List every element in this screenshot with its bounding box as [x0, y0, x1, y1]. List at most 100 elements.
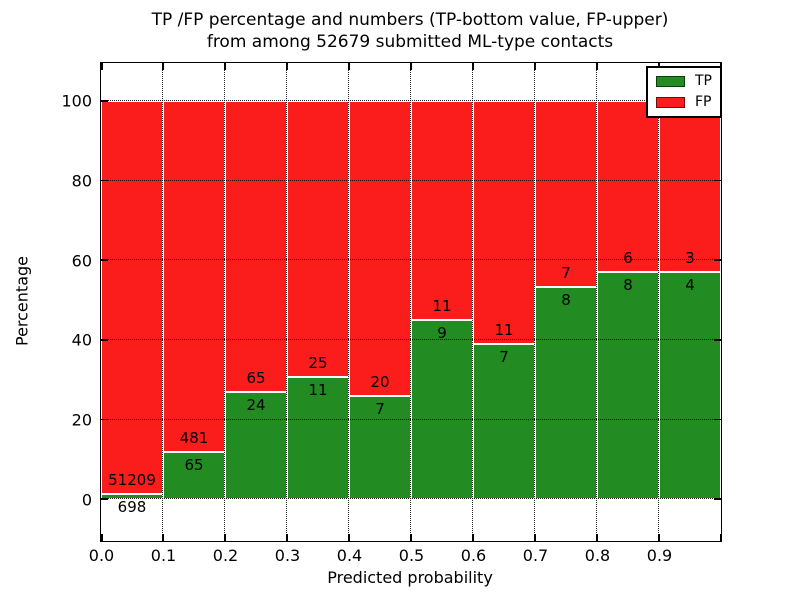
- x-tick-label: 0.9: [646, 546, 673, 565]
- tp-count-label: 7: [375, 399, 385, 418]
- x-tick-mark: [719, 534, 721, 541]
- x-tick-mark: [162, 534, 164, 541]
- tp-count-label: 9: [437, 323, 447, 342]
- bar-tp-segment: [473, 344, 535, 500]
- x-axis-label: Predicted probability: [327, 568, 493, 587]
- fp-count-label: 11: [432, 296, 452, 315]
- y-tick-label: 40: [71, 330, 92, 350]
- grid-vline: [162, 63, 164, 541]
- tp-count-label: 7: [499, 348, 509, 367]
- x-tick-mark: [534, 63, 536, 70]
- grid-hline: [101, 179, 721, 181]
- bar-tp-segment: [535, 286, 597, 500]
- y-tick-mark: [101, 498, 108, 500]
- bar-fp-segment: [659, 100, 721, 272]
- grid-vline: [658, 63, 660, 541]
- x-tick-mark: [472, 534, 474, 541]
- legend-label-tp: TP: [695, 73, 712, 89]
- legend-entry-fp: FP: [656, 95, 712, 110]
- plot-area: 51209 698 481 65 65 24 25 11 20 7 11 9 11 7 7 8 6 8 3 4: [100, 62, 722, 542]
- grid-vline: [224, 63, 226, 541]
- x-tick-label: 0.3: [274, 546, 301, 565]
- fp-count-label: 7: [561, 263, 571, 282]
- x-tick-mark: [534, 534, 536, 541]
- fp-count-label: 65: [246, 368, 266, 387]
- y-tick-mark: [714, 179, 721, 182]
- grid-vline: [286, 63, 288, 541]
- bar-fp-segment: [535, 100, 597, 287]
- x-tick-mark: [596, 63, 598, 70]
- grid-hline: [101, 418, 721, 420]
- bar-fp-segment: [597, 100, 659, 272]
- tp-count-label: 11: [308, 381, 328, 400]
- y-tick-label: 20: [71, 410, 92, 430]
- x-tick-mark: [410, 534, 412, 541]
- legend: TP FP: [646, 66, 722, 118]
- x-tick-mark: [410, 63, 412, 70]
- tp-count-label: 4: [685, 275, 695, 294]
- grid-hline: [101, 100, 721, 102]
- x-tick-label: 0.4: [336, 546, 363, 565]
- bar-fp-segment: [101, 100, 163, 494]
- grid-vline: [410, 63, 412, 541]
- bar-fp-segment: [225, 100, 287, 392]
- y-tick-mark: [101, 339, 108, 341]
- bar-tp-segment: [411, 319, 473, 500]
- x-tick-mark: [348, 63, 350, 70]
- tp-color-patch: [656, 76, 685, 87]
- tp-count-label: 8: [561, 290, 571, 309]
- bar-fp-segment: [411, 100, 473, 320]
- chart-title: TP /FP percentage and numbers (TP-bottom…: [100, 9, 720, 53]
- y-tick-label: 60: [71, 251, 92, 271]
- grid-vline: [472, 63, 474, 541]
- x-tick-mark: [596, 534, 598, 541]
- x-tick-mark: [224, 534, 226, 541]
- tp-count-label: 8: [623, 275, 633, 294]
- bar-fp-segment: [473, 100, 535, 345]
- fp-count-label: 481: [179, 428, 209, 447]
- fp-count-label: 25: [308, 354, 328, 373]
- bar-fp-segment: [163, 100, 225, 452]
- y-tick-mark: [101, 100, 108, 102]
- x-tick-mark: [472, 63, 474, 70]
- y-tick-label: 100: [61, 91, 92, 111]
- x-tick-mark: [286, 534, 288, 541]
- x-tick-mark: [348, 534, 350, 541]
- x-tick-label: 0.0: [88, 546, 115, 565]
- grid-vline: [534, 63, 536, 541]
- grid-hline: [101, 339, 721, 341]
- x-tick-mark: [658, 534, 660, 541]
- legend-label-fp: FP: [695, 94, 712, 110]
- x-tick-label: 0.2: [212, 546, 239, 565]
- tp-count-label: 698: [117, 497, 147, 516]
- y-tick-mark: [101, 179, 108, 182]
- bar-fp-segment: [349, 100, 411, 396]
- fp-count-label: 51209: [108, 470, 156, 489]
- tp-count-label: 65: [184, 455, 204, 474]
- chart-title-line2: from among 52679 submitted ML-type conta…: [206, 32, 614, 52]
- fp-count-label: 6: [623, 248, 633, 267]
- x-tick-mark: [286, 63, 288, 70]
- bar-tp-segment: [597, 271, 659, 500]
- y-tick-mark: [714, 498, 721, 500]
- legend-entry-tp: TP: [656, 74, 712, 89]
- tp-count-label: 24: [246, 395, 266, 414]
- y-tick-mark: [714, 339, 721, 341]
- y-tick-label: 0: [81, 490, 92, 510]
- chart-title-line1: TP /FP percentage and numbers (TP-bottom…: [151, 10, 669, 30]
- x-tick-mark: [162, 63, 164, 70]
- y-tick-mark: [101, 259, 108, 261]
- x-tick-label: 0.5: [398, 546, 425, 565]
- y-tick-mark: [714, 418, 721, 421]
- x-tick-mark: [101, 534, 103, 541]
- x-tick-label: 0.1: [150, 546, 177, 565]
- grid-vline: [348, 63, 350, 541]
- fp-count-label: 11: [494, 321, 514, 340]
- fp-count-label: 20: [370, 372, 390, 391]
- y-tick-mark: [101, 418, 108, 421]
- grid-vline: [596, 63, 598, 541]
- x-tick-label: 0.7: [522, 546, 549, 565]
- bar-tp-segment: [225, 391, 287, 500]
- bar-tp-segment: [659, 271, 721, 500]
